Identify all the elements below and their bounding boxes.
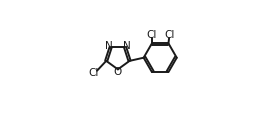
Text: Cl: Cl [164,30,175,40]
Text: N: N [123,41,130,51]
Text: O: O [113,67,121,77]
Text: N: N [105,41,113,51]
Text: Cl: Cl [88,68,98,78]
Text: Cl: Cl [147,30,157,40]
